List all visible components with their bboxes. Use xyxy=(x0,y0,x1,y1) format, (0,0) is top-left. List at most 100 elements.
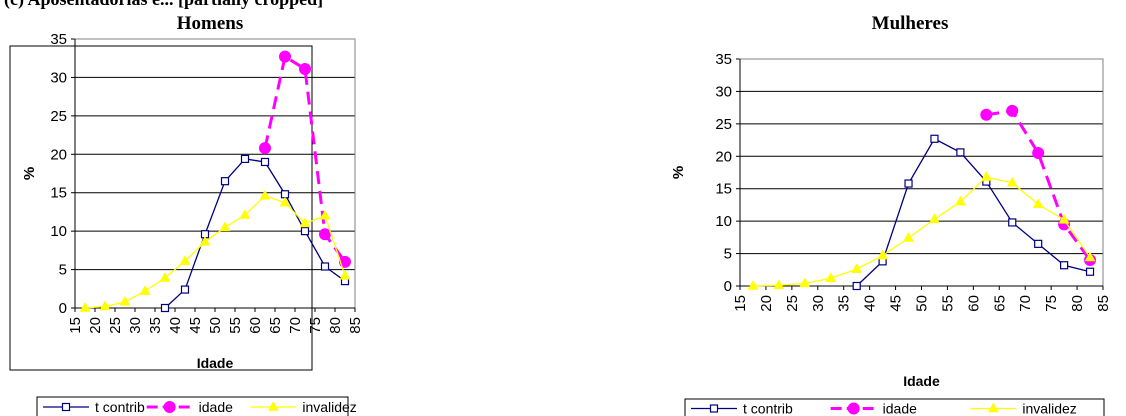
data-point xyxy=(79,301,91,312)
data-point xyxy=(851,263,863,273)
page-heading: (c) Aposentadorias e... [partially cropp… xyxy=(4,0,323,10)
data-point xyxy=(180,285,190,294)
x-tick-label: 20 xyxy=(87,317,104,334)
data-point xyxy=(1084,251,1096,262)
x-tick-label: 75 xyxy=(307,317,324,334)
y-tick-label: 5 xyxy=(59,262,67,279)
data-point xyxy=(260,157,270,167)
legend-marker xyxy=(847,402,860,415)
data-point xyxy=(220,177,230,186)
x-tick-label: 45 xyxy=(888,295,905,312)
y-tick-label: 30 xyxy=(50,69,67,86)
x-tick-label: 55 xyxy=(939,295,956,312)
data-point xyxy=(956,148,965,157)
data-point xyxy=(1008,218,1017,227)
x-tick-label: 65 xyxy=(991,295,1008,312)
x-tick-label: 30 xyxy=(810,295,827,312)
legend: t contrib idade invalidez xyxy=(684,398,1105,416)
x-tick-label: 85 xyxy=(347,317,364,334)
data-point xyxy=(852,281,861,291)
data-point xyxy=(179,255,191,265)
x-axis-label: Idade xyxy=(197,355,234,371)
x-tick-label: 15 xyxy=(732,295,749,312)
legend-marker xyxy=(709,404,719,413)
y-tick-label: 30 xyxy=(715,83,732,100)
series-line xyxy=(752,176,1091,287)
data-point xyxy=(1006,104,1019,117)
series-invalidez xyxy=(747,171,1096,290)
data-point xyxy=(319,209,331,220)
x-tick-label: 50 xyxy=(914,295,931,312)
data-point xyxy=(1034,239,1043,248)
data-point xyxy=(339,269,351,280)
x-axis-label: Idade xyxy=(903,373,940,389)
legend: t contrib idade invalidez xyxy=(36,396,357,416)
y-tick-label: 10 xyxy=(50,223,67,240)
y-axis-label: % xyxy=(21,167,38,180)
data-point xyxy=(825,272,837,282)
data-point xyxy=(320,262,330,271)
data-point xyxy=(279,50,291,63)
series-t-contrib xyxy=(160,154,350,313)
data-point xyxy=(199,235,211,246)
data-point xyxy=(1032,198,1044,209)
series-line xyxy=(164,158,346,309)
legend-box xyxy=(36,396,349,416)
x-tick-label: 70 xyxy=(1017,295,1034,312)
data-point xyxy=(279,196,291,207)
data-point xyxy=(929,213,940,223)
x-tick-label: 75 xyxy=(1043,295,1060,312)
data-point xyxy=(99,300,111,311)
y-tick-label: 5 xyxy=(724,246,732,263)
legend-marker xyxy=(987,402,999,413)
legend-marker xyxy=(163,401,176,413)
x-tick-label: 60 xyxy=(965,295,982,312)
data-point xyxy=(139,285,151,295)
data-point xyxy=(773,279,785,290)
y-tick-label: 25 xyxy=(50,108,67,125)
x-tick-label: 35 xyxy=(147,317,164,334)
data-point xyxy=(240,154,250,163)
x-tick-label: 40 xyxy=(862,295,879,312)
x-tick-label: 25 xyxy=(784,295,801,312)
x-tick-label: 80 xyxy=(1069,295,1086,312)
legend-box xyxy=(684,398,1105,416)
data-point xyxy=(799,277,811,288)
data-point xyxy=(930,134,939,143)
data-point xyxy=(259,189,271,200)
series-line xyxy=(263,54,347,263)
data-point xyxy=(1085,267,1095,276)
x-tick-label: 45 xyxy=(187,317,204,334)
legend-label: invalidez xyxy=(1022,401,1076,416)
data-point xyxy=(904,179,913,188)
data-point xyxy=(299,62,311,75)
x-tick-label: 30 xyxy=(127,317,144,334)
series-line xyxy=(986,109,1092,261)
data-point xyxy=(980,108,993,121)
legend-label: t contrib xyxy=(95,399,145,415)
x-tick-label: 60 xyxy=(247,317,264,334)
x-tick-label: 85 xyxy=(1095,295,1112,312)
y-tick-label: 25 xyxy=(715,116,732,133)
data-point xyxy=(239,208,251,219)
data-point xyxy=(954,195,966,206)
series-invalidez xyxy=(79,189,351,312)
x-tick-label: 70 xyxy=(287,317,304,334)
data-point xyxy=(1032,147,1045,160)
legend-label: t contrib xyxy=(743,401,793,416)
legend-label: invalidez xyxy=(302,399,356,415)
x-tick-label: 55 xyxy=(227,317,244,334)
chart-title-mulheres: Mulheres xyxy=(871,13,949,34)
y-tick-label: 20 xyxy=(50,146,67,163)
data-point xyxy=(319,228,331,241)
data-point xyxy=(980,171,992,181)
x-tick-label: 65 xyxy=(267,317,284,334)
legend-label: idade xyxy=(199,399,233,415)
data-point xyxy=(119,295,131,306)
series-idade xyxy=(259,50,351,268)
chart-title-homens: Homens xyxy=(176,13,244,34)
data-point xyxy=(299,217,311,228)
y-tick-label: 15 xyxy=(50,185,67,202)
x-tick-label: 50 xyxy=(207,317,224,334)
